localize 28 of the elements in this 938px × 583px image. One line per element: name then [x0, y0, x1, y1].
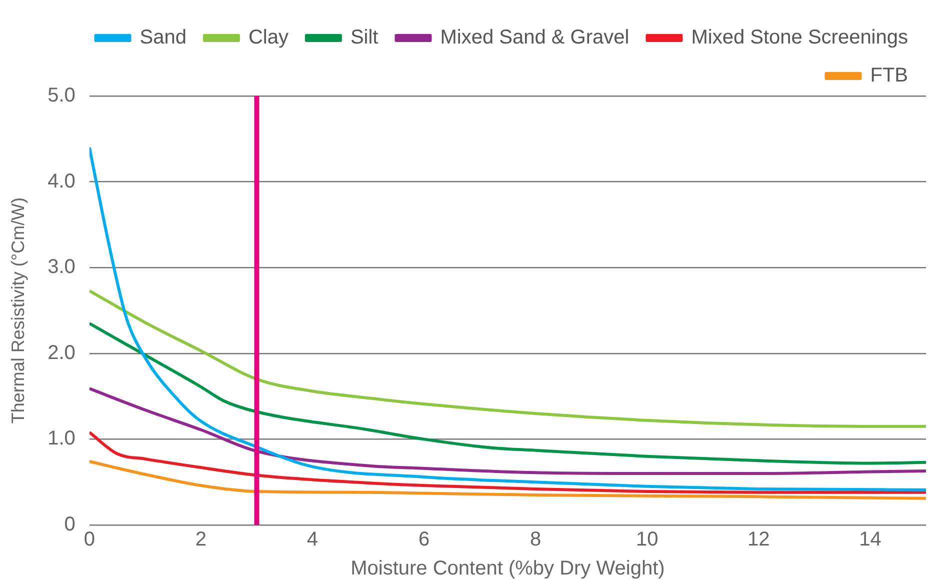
- line-series: [89, 387, 926, 476]
- line-series: [89, 322, 926, 465]
- y-tick-label: 1.0: [48, 428, 76, 450]
- y-tick-label: 4.0: [48, 170, 76, 192]
- y-tick-label: 0: [64, 514, 76, 536]
- x-tick-label: 4: [306, 528, 318, 551]
- legend-label: Silt: [350, 26, 379, 49]
- line-series: [89, 460, 926, 500]
- legend-label: Sand: [140, 26, 186, 49]
- x-tick-label: 14: [859, 528, 882, 551]
- y-axis-title: Thermal Resistivity (°Cm/W): [8, 197, 28, 424]
- x-axis-title: Moisture Content (%by Dry Weight): [350, 558, 665, 580]
- legend-label: FTB: [870, 64, 908, 87]
- line-series: [89, 430, 926, 494]
- legend-label: Clay: [248, 26, 288, 49]
- x-tick-label: 12: [748, 528, 770, 551]
- y-tick-label: 2.0: [48, 342, 76, 364]
- y-tick-label: 3.0: [48, 256, 76, 278]
- line-series: [89, 289, 926, 428]
- x-tick-label: 2: [195, 528, 207, 551]
- line-series: [89, 146, 926, 492]
- y-tick-label: 5.0: [48, 84, 76, 107]
- x-tick-label: 0: [84, 528, 95, 551]
- legend-label: Mixed Stone Screenings: [691, 26, 908, 49]
- x-tick-label: 6: [418, 528, 430, 551]
- x-tick-label: 10: [636, 528, 658, 551]
- x-tick-label: 8: [530, 528, 542, 551]
- legend-label: Mixed Sand & Gravel: [440, 26, 630, 49]
